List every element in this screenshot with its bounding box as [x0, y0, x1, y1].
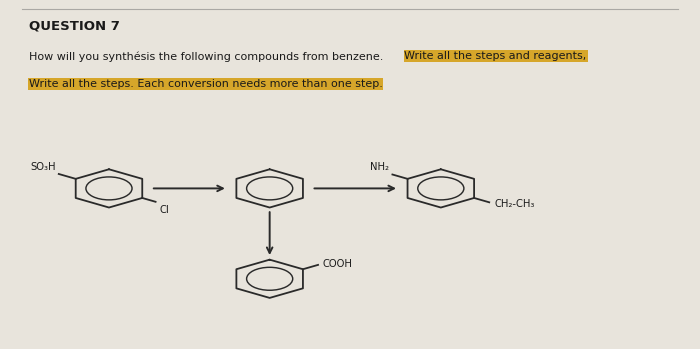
Text: COOH: COOH	[323, 259, 353, 269]
Text: Write all the steps and reagents,: Write all the steps and reagents,	[405, 51, 587, 61]
Text: Cl: Cl	[159, 205, 169, 215]
Text: Write all the steps. Each conversion needs more than one step.: Write all the steps. Each conversion nee…	[29, 79, 382, 89]
Text: NH₂: NH₂	[370, 162, 389, 172]
Text: How will you synthésis the following compounds from benzene.: How will you synthésis the following com…	[29, 51, 386, 61]
Text: CH₂-CH₃: CH₂-CH₃	[494, 199, 535, 209]
Text: SO₃H: SO₃H	[31, 162, 56, 172]
Text: QUESTION 7: QUESTION 7	[29, 20, 120, 33]
